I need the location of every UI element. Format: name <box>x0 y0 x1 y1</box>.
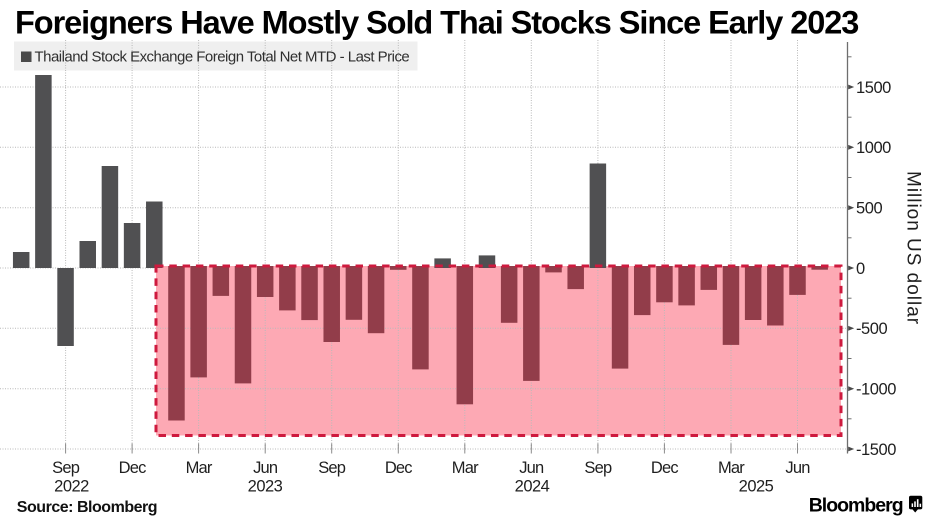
svg-text:0: 0 <box>856 260 865 278</box>
svg-text:Dec: Dec <box>385 459 412 477</box>
svg-text:Source: Bloomberg: Source: Bloomberg <box>17 499 157 516</box>
svg-text:1500: 1500 <box>856 79 891 97</box>
svg-text:Sep: Sep <box>584 459 612 477</box>
svg-text:1000: 1000 <box>856 139 891 157</box>
svg-text:Jun: Jun <box>519 459 544 477</box>
svg-text:2024: 2024 <box>515 477 550 495</box>
svg-text:-1500: -1500 <box>856 441 896 459</box>
svg-text:Mar: Mar <box>452 459 479 477</box>
svg-text:Dec: Dec <box>651 459 678 477</box>
svg-text:2025: 2025 <box>739 477 774 495</box>
svg-text:500: 500 <box>856 200 882 218</box>
svg-text:Mar: Mar <box>186 459 213 477</box>
svg-text:2023: 2023 <box>248 477 283 495</box>
svg-text:Jun: Jun <box>785 459 810 477</box>
svg-text:2022: 2022 <box>54 477 89 495</box>
svg-text:-500: -500 <box>856 320 887 338</box>
svg-text:Dec: Dec <box>119 459 146 477</box>
svg-text:Foreigners Have Mostly Sold Th: Foreigners Have Mostly Sold Thai Stocks … <box>15 4 858 40</box>
svg-text:Bloomberg: Bloomberg <box>809 495 903 517</box>
svg-text:Mar: Mar <box>718 459 745 477</box>
svg-text:Jun: Jun <box>253 459 278 477</box>
svg-text:Million US dollar: Million US dollar <box>903 171 924 325</box>
svg-text:Thailand Stock Exchange Foreig: Thailand Stock Exchange Foreign Total Ne… <box>35 49 410 66</box>
svg-text:-1000: -1000 <box>856 381 896 399</box>
svg-text:Sep: Sep <box>318 459 346 477</box>
svg-text:Sep: Sep <box>52 459 80 477</box>
